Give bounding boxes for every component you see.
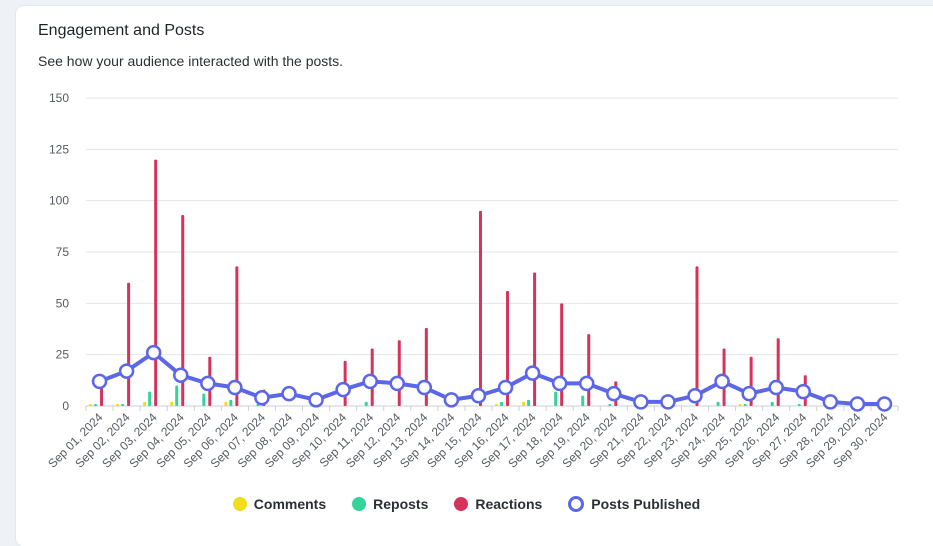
point-posts-published[interactable] bbox=[497, 379, 514, 396]
bar-reposts[interactable] bbox=[175, 385, 179, 406]
bar-reactions[interactable] bbox=[506, 291, 510, 406]
point-posts-published[interactable] bbox=[281, 385, 297, 402]
point-posts-published[interactable] bbox=[200, 375, 216, 392]
grid-lines bbox=[86, 97, 898, 407]
page-subtitle: See how your audience interacted with th… bbox=[38, 53, 344, 69]
point-posts-published[interactable] bbox=[741, 385, 757, 402]
bar-comments[interactable] bbox=[522, 401, 526, 406]
point-posts-published[interactable] bbox=[714, 373, 730, 390]
bar-reactions[interactable] bbox=[235, 266, 239, 406]
bar-reactions[interactable] bbox=[397, 340, 401, 406]
legend-marker-reactions bbox=[454, 497, 469, 511]
point-posts-published[interactable] bbox=[362, 373, 378, 390]
bar-reactions[interactable] bbox=[127, 282, 131, 406]
legend-label-posts-published: Posts Published bbox=[591, 496, 701, 512]
y-axis: 0 25 50 75 100 125 150 bbox=[49, 91, 69, 413]
y-tick-label: 75 bbox=[56, 245, 70, 259]
legend-item-reposts[interactable]: Reposts bbox=[352, 496, 428, 512]
bar-reposts[interactable] bbox=[364, 401, 368, 406]
page-title: Engagement and Posts bbox=[38, 22, 205, 39]
point-posts-published[interactable] bbox=[876, 396, 893, 412]
point-posts-published[interactable] bbox=[470, 387, 487, 404]
y-tick-label: 50 bbox=[56, 296, 70, 310]
bar-reposts[interactable] bbox=[554, 391, 558, 406]
point-posts-published[interactable] bbox=[768, 379, 784, 396]
bar-reposts[interactable] bbox=[581, 395, 585, 406]
bar-reposts[interactable] bbox=[608, 403, 612, 406]
point-posts-published[interactable] bbox=[443, 392, 460, 408]
y-tick-label: 0 bbox=[62, 399, 69, 413]
point-posts-published[interactable] bbox=[633, 394, 649, 410]
bar-comments[interactable] bbox=[738, 403, 742, 406]
point-posts-published[interactable] bbox=[849, 396, 866, 412]
point-posts-published[interactable] bbox=[172, 367, 189, 383]
y-tick-label: 25 bbox=[56, 348, 70, 362]
legend-item-posts-published[interactable]: Posts Published bbox=[568, 496, 700, 512]
bar-comments[interactable] bbox=[224, 401, 228, 406]
bar-reactions[interactable] bbox=[695, 266, 699, 406]
point-posts-published[interactable] bbox=[308, 392, 324, 408]
bar-reposts[interactable] bbox=[797, 403, 801, 406]
point-posts-published[interactable] bbox=[606, 385, 622, 402]
bar-reposts[interactable] bbox=[121, 403, 125, 406]
point-posts-published[interactable] bbox=[795, 383, 812, 400]
bar-comments[interactable] bbox=[89, 403, 93, 406]
y-tick-label: 100 bbox=[49, 194, 69, 208]
point-posts-published[interactable] bbox=[389, 375, 406, 392]
point-posts-published[interactable] bbox=[227, 379, 243, 396]
point-posts-published[interactable] bbox=[524, 365, 541, 381]
bar-comments[interactable] bbox=[170, 401, 174, 406]
bar-reposts[interactable] bbox=[229, 399, 233, 406]
bar-reposts[interactable] bbox=[770, 401, 774, 406]
point-posts-published[interactable] bbox=[416, 379, 433, 396]
line-series bbox=[91, 344, 893, 412]
bar-reactions[interactable] bbox=[478, 210, 482, 406]
bar-reposts[interactable] bbox=[148, 391, 152, 406]
bar-reposts[interactable] bbox=[527, 399, 531, 406]
bar-comments[interactable] bbox=[143, 401, 147, 406]
legend-item-comments[interactable]: Comments bbox=[232, 496, 327, 512]
bar-series bbox=[89, 159, 807, 406]
bar-reposts[interactable] bbox=[716, 401, 720, 406]
bar-comments[interactable] bbox=[495, 403, 499, 406]
bar-reposts[interactable] bbox=[202, 393, 206, 406]
bar-reactions[interactable] bbox=[587, 334, 591, 406]
legend-label-reactions: Reactions bbox=[475, 496, 543, 512]
bar-reactions[interactable] bbox=[181, 215, 185, 406]
bar-reposts[interactable] bbox=[500, 401, 504, 406]
legend-marker-comments bbox=[232, 497, 247, 511]
legend-item-reactions[interactable]: Reactions bbox=[454, 496, 542, 512]
legend-marker-reposts bbox=[352, 497, 367, 511]
bar-reposts[interactable] bbox=[94, 403, 98, 406]
y-tick-label: 125 bbox=[49, 142, 69, 156]
point-posts-published[interactable] bbox=[254, 390, 270, 406]
bar-comments[interactable] bbox=[116, 403, 120, 406]
chart-legend: Comments Reposts Reactions Posts Publish… bbox=[0, 496, 933, 512]
legend-marker-posts-published bbox=[568, 496, 585, 512]
point-posts-published[interactable] bbox=[91, 373, 108, 390]
bar-reactions[interactable] bbox=[533, 272, 537, 406]
chart-card bbox=[16, 6, 933, 546]
point-posts-published[interactable] bbox=[660, 394, 676, 410]
bar-reactions[interactable] bbox=[776, 338, 780, 406]
point-posts-published[interactable] bbox=[551, 375, 568, 392]
point-posts-published[interactable] bbox=[687, 387, 703, 404]
point-posts-published[interactable] bbox=[822, 394, 839, 410]
line-posts-published bbox=[97, 350, 887, 406]
bar-reposts[interactable] bbox=[743, 403, 747, 406]
point-posts-published[interactable] bbox=[578, 375, 595, 392]
point-posts-published[interactable] bbox=[118, 363, 135, 379]
legend-label-comments: Comments bbox=[253, 496, 327, 512]
y-tick-label: 150 bbox=[49, 91, 69, 105]
bar-reactions[interactable] bbox=[100, 385, 104, 406]
legend-label-reposts: Reposts bbox=[373, 496, 429, 512]
bar-reactions[interactable] bbox=[154, 159, 158, 406]
point-posts-published[interactable] bbox=[145, 344, 162, 361]
point-posts-published[interactable] bbox=[335, 381, 351, 398]
